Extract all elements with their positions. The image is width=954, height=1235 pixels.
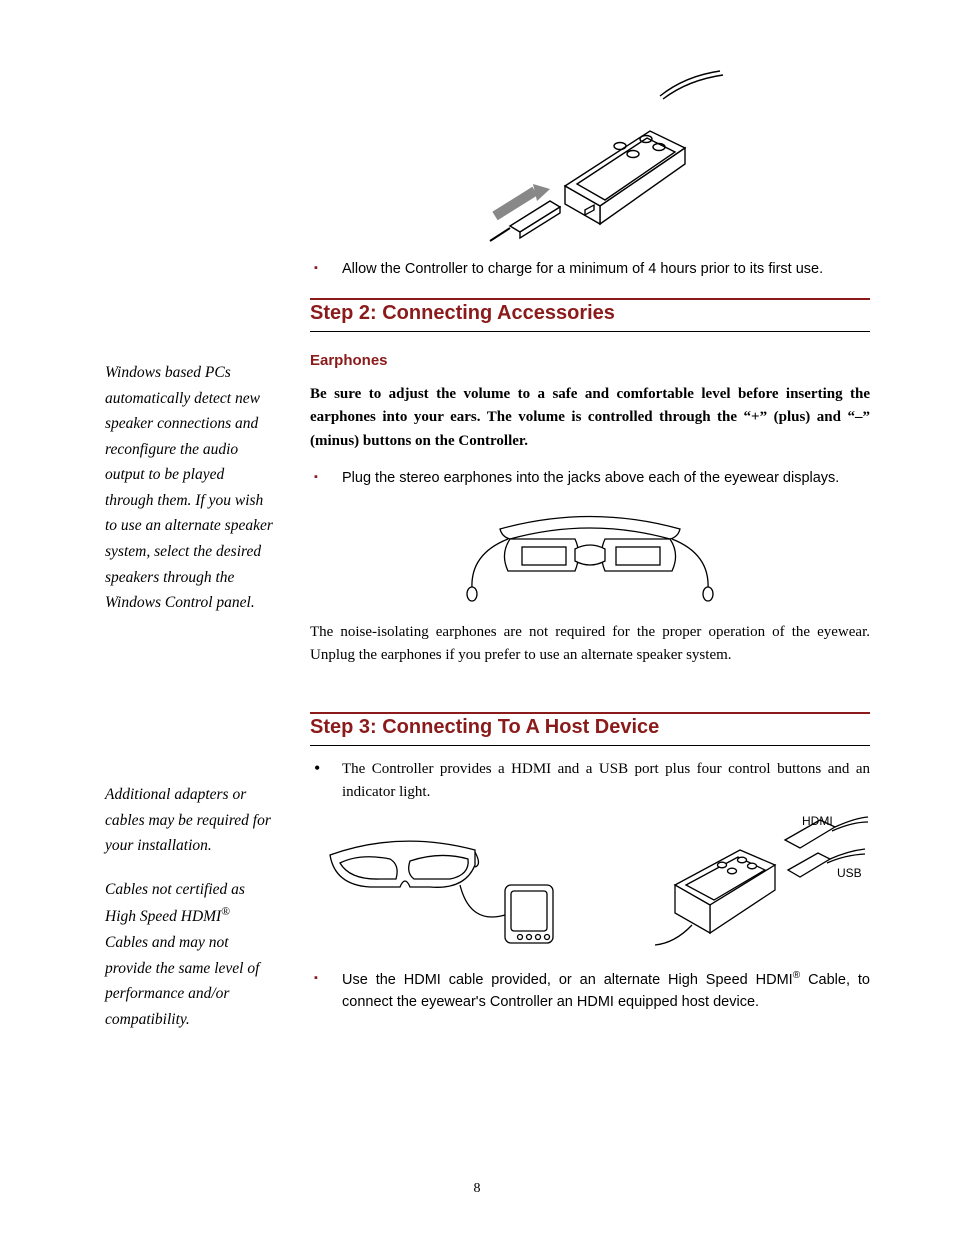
page-number: 8 [0, 1181, 954, 1197]
earphones-note: The noise-isolating earphones are not re… [310, 621, 870, 668]
step2-heading: Step 2: Connecting Accessories [310, 302, 870, 325]
bullet-text: Allow the Controller to charge for a min… [342, 258, 870, 280]
step3-heading: Step 3: Connecting To A Host Device [310, 716, 870, 739]
sidebar-text: Windows based PCs automatically detect n… [105, 364, 273, 611]
sidebar-note-windows-audio: Windows based PCs automatically detect n… [105, 360, 275, 616]
bullet-dot-icon: • [310, 758, 342, 805]
bullet-square-icon: ▪ [310, 968, 342, 1014]
controller-ports-illustration: HDMI USB [620, 815, 870, 950]
section-rule-top [310, 712, 870, 714]
bullet-text: Plug the stereo earphones into the jacks… [342, 467, 870, 489]
text-fragment: Cables not certified as High Speed HDMI [105, 881, 245, 926]
earphones-warning: Be sure to adjust the volume to a safe a… [310, 383, 870, 453]
text-fragment: Use the HDMI cable provided, or an alter… [342, 971, 793, 987]
section-rule-thin [310, 745, 870, 746]
bullet-square-icon: ▪ [310, 467, 342, 489]
bullet-text: The Controller provides a HDMI and a USB… [342, 758, 870, 805]
bullet-charge-time: ▪ Allow the Controller to charge for a m… [310, 258, 870, 280]
sidebar-para: Additional adapters or cables may be req… [105, 782, 275, 859]
bullet-hdmi-cable: ▪ Use the HDMI cable provided, or an alt… [310, 968, 870, 1014]
figure-eyewear-earphones [310, 499, 870, 609]
eyewear-illustration [440, 499, 740, 609]
sidebar-note-adapters: Additional adapters or cables may be req… [105, 782, 275, 1032]
sidebar-para: Cables not certified as High Speed HDMI®… [105, 877, 275, 1033]
hdmi-label: HDMI [802, 815, 833, 828]
bullet-controller-ports: • The Controller provides a HDMI and a U… [310, 758, 870, 805]
usb-label: USB [837, 866, 862, 880]
registered-mark: ® [221, 905, 230, 918]
figure-eyewear-and-controller: HDMI USB [310, 815, 870, 950]
bullet-text: Use the HDMI cable provided, or an alter… [342, 968, 870, 1014]
earphones-subheading: Earphones [310, 352, 870, 369]
bullet-plug-earphones: ▪ Plug the stereo earphones into the jac… [310, 467, 870, 489]
bullet-square-icon: ▪ [310, 258, 342, 280]
section-rule-thin [310, 331, 870, 332]
section-rule-top [310, 298, 870, 300]
text-fragment: Cables and may not provide the same leve… [105, 934, 259, 1028]
figure-controller-charging [310, 60, 870, 258]
eyewear-controller-illustration [310, 815, 575, 950]
controller-charge-illustration [455, 66, 725, 246]
